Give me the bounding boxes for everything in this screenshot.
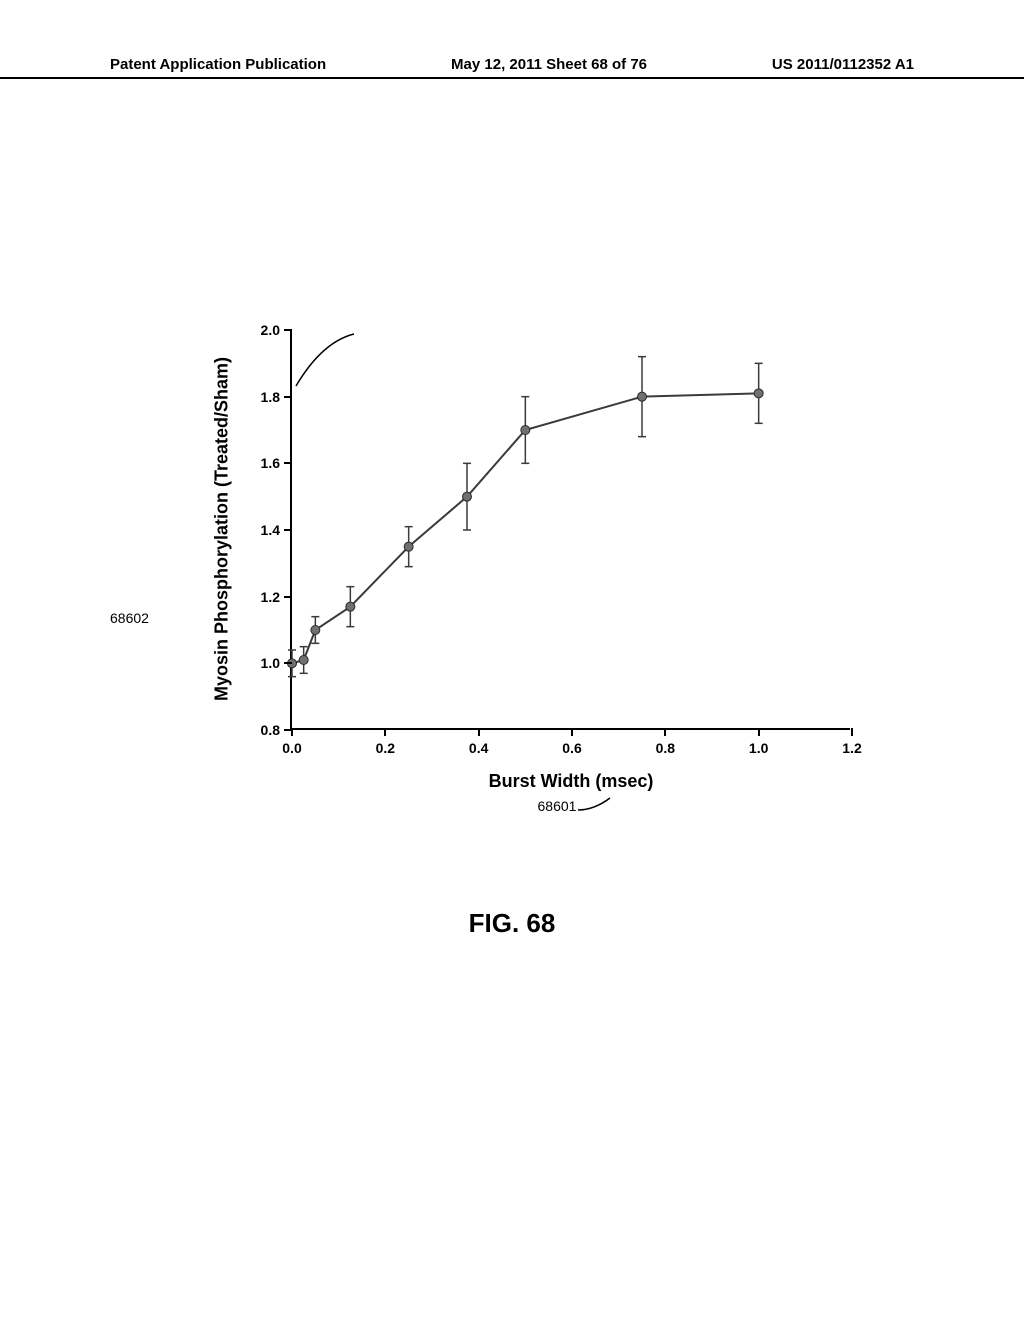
- chart-svg: [292, 330, 852, 730]
- x-title-reference: 68601: [538, 798, 577, 814]
- y-tick: [284, 396, 292, 398]
- y-tick-label: 1.6: [261, 455, 280, 471]
- x-axis-title: Burst Width (msec): [489, 771, 654, 792]
- callout-curve-x: [576, 796, 626, 814]
- x-tick-label: 0.0: [282, 740, 301, 756]
- x-tick-label: 0.8: [656, 740, 675, 756]
- x-tick: [758, 728, 760, 736]
- y-tick: [284, 662, 292, 664]
- y-tick-label: 1.0: [261, 655, 280, 671]
- header-right: US 2011/0112352 A1: [772, 56, 914, 73]
- data-marker: [638, 392, 647, 401]
- x-tick: [291, 728, 293, 736]
- x-ref-number: 68601: [538, 798, 577, 814]
- data-marker: [299, 656, 308, 665]
- x-tick: [664, 728, 666, 736]
- plot-area: Myosin Phosphorylation (Treated/Sham) Bu…: [290, 330, 850, 730]
- page-header: Patent Application Publication May 12, 2…: [0, 56, 1024, 79]
- data-marker: [754, 389, 763, 398]
- x-tick: [384, 728, 386, 736]
- figure-caption: FIG. 68: [0, 908, 1024, 939]
- data-marker: [311, 626, 320, 635]
- y-tick-label: 1.4: [261, 522, 280, 538]
- x-tick: [851, 728, 853, 736]
- y-title-reference: 68602: [110, 610, 149, 626]
- data-marker: [521, 426, 530, 435]
- header-row: Patent Application Publication May 12, 2…: [0, 56, 1024, 73]
- header-left: Patent Application Publication: [110, 56, 326, 73]
- y-tick: [284, 329, 292, 331]
- x-tick-label: 1.0: [749, 740, 768, 756]
- y-axis-title: Myosin Phosphorylation (Treated/Sham): [212, 357, 233, 701]
- x-tick: [571, 728, 573, 736]
- x-tick: [478, 728, 480, 736]
- x-tick-label: 0.2: [376, 740, 395, 756]
- y-tick-label: 0.8: [261, 722, 280, 738]
- y-tick-label: 1.8: [261, 389, 280, 405]
- y-tick: [284, 462, 292, 464]
- x-tick-label: 0.6: [562, 740, 581, 756]
- y-tick: [284, 596, 292, 598]
- data-marker: [346, 602, 355, 611]
- y-tick-label: 2.0: [261, 322, 280, 338]
- data-marker: [463, 492, 472, 501]
- x-tick-label: 1.2: [842, 740, 861, 756]
- chart: Myosin Phosphorylation (Treated/Sham) Bu…: [250, 330, 870, 790]
- x-tick-label: 0.4: [469, 740, 488, 756]
- header-center: May 12, 2011 Sheet 68 of 76: [451, 56, 647, 73]
- y-tick: [284, 529, 292, 531]
- y-tick-label: 1.2: [261, 589, 280, 605]
- data-marker: [404, 542, 413, 551]
